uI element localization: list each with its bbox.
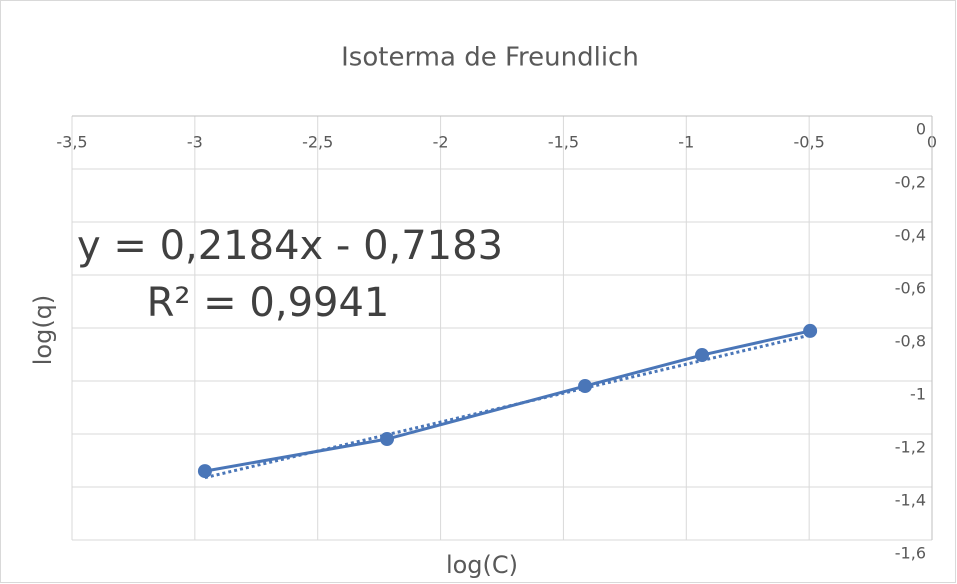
x-tick-label: -2 — [433, 133, 449, 152]
data-point — [803, 323, 818, 338]
x-tick-label: -1 — [678, 133, 694, 152]
y-tick-label: -1 — [910, 385, 926, 404]
y-tick-label: -1,6 — [895, 544, 926, 563]
trendline-r2: R² = 0,9941 — [147, 280, 390, 326]
y-tick-label: -0,4 — [895, 226, 926, 245]
y-tick-label: -0,8 — [895, 332, 926, 351]
data-point — [695, 348, 710, 363]
x-tick-label: -3 — [187, 133, 203, 152]
trendline — [204, 333, 811, 480]
y-axis-label: log(q) — [29, 295, 57, 366]
y-tick-label: -0,2 — [895, 173, 926, 192]
x-tick-label: -1,5 — [548, 133, 579, 152]
data-point — [380, 432, 395, 447]
data-point — [578, 379, 593, 394]
y-tick-label: -1,2 — [895, 438, 926, 457]
data-point — [197, 464, 212, 479]
y-tick-label: -1,4 — [895, 491, 926, 510]
chart-title: Isoterma de Freundlich — [341, 43, 639, 73]
x-tick-label: -3,5 — [56, 133, 87, 152]
y-tick-label: 0 — [916, 120, 926, 139]
trendline-equation: y = 0,2184x - 0,7183 — [77, 223, 503, 269]
x-tick-label: -2,5 — [302, 133, 333, 152]
y-tick-label: -0,6 — [895, 279, 926, 298]
x-tick-label: -0,5 — [794, 133, 825, 152]
x-axis-label: log(C) — [446, 551, 518, 579]
